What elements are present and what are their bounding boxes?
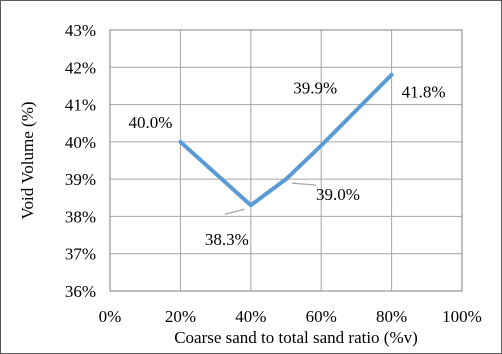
data-label: 39.9% bbox=[293, 79, 337, 98]
y-tick-label: 39% bbox=[65, 170, 96, 189]
data-label: 40.0% bbox=[128, 113, 172, 132]
y-tick-label: 41% bbox=[65, 96, 96, 115]
data-label: 38.3% bbox=[205, 230, 249, 249]
x-tick-label: 40% bbox=[235, 307, 266, 326]
x-axis-tick-labels: 0% 20% 40% 60% 80% 100% bbox=[99, 307, 482, 326]
data-label: 41.8% bbox=[402, 83, 446, 102]
series-line bbox=[178, 72, 394, 208]
leader-lines bbox=[224, 182, 317, 215]
x-tick-label: 20% bbox=[165, 307, 196, 326]
y-tick-label: 43% bbox=[65, 21, 96, 40]
y-axis-title: Void Volume (%) bbox=[18, 101, 37, 219]
leader-line bbox=[224, 208, 245, 215]
y-tick-label: 40% bbox=[65, 133, 96, 152]
x-tick-label: 100% bbox=[442, 307, 482, 326]
data-label: 39.0% bbox=[316, 185, 360, 204]
x-tick-label: 80% bbox=[376, 307, 407, 326]
y-tick-label: 36% bbox=[65, 282, 96, 301]
plot-area-border bbox=[109, 29, 463, 292]
x-axis-title: Coarse sand to total sand ratio (%v) bbox=[174, 328, 418, 347]
series-layer bbox=[178, 72, 394, 208]
x-tick-label: 60% bbox=[306, 307, 337, 326]
x-tick-label: 0% bbox=[99, 307, 122, 326]
y-tick-label: 38% bbox=[65, 207, 96, 226]
y-tick-label: 37% bbox=[65, 245, 96, 264]
data-labels: 40.0% 38.3% 39.0% 39.9% 41.8% bbox=[128, 79, 445, 250]
y-tick-label: 42% bbox=[65, 58, 96, 77]
leader-line bbox=[291, 182, 317, 186]
y-axis-tick-labels: 36% 37% 38% 39% 40% 41% 42% 43% bbox=[65, 21, 96, 301]
